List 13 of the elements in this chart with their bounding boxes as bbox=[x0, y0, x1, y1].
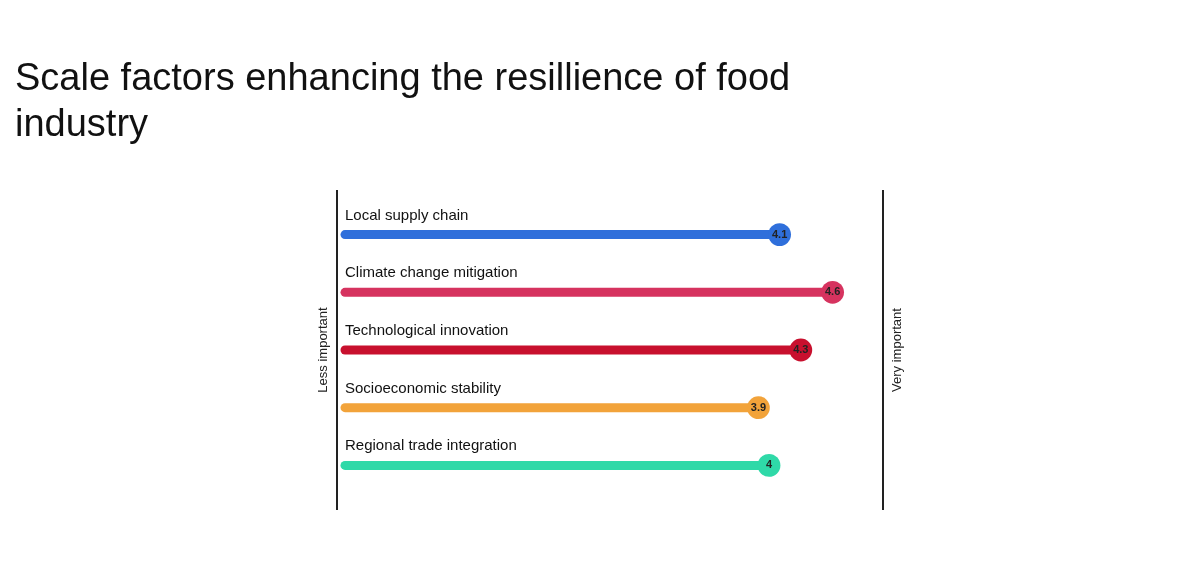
y-tick-label: Local supply chain bbox=[345, 205, 469, 223]
data-label: 4 bbox=[765, 458, 773, 471]
data-label: 3.9 bbox=[750, 400, 767, 413]
y-tick-label: Technological innovation bbox=[345, 321, 509, 338]
text: Very important bbox=[889, 307, 904, 392]
text: Scale factors enhancing the resillience of food industry bbox=[15, 56, 791, 144]
y-tick-label: Regional trade integration bbox=[345, 436, 517, 454]
data-label: 4.6 bbox=[824, 285, 841, 298]
y-tick-label: Socioeconomic stability bbox=[345, 378, 502, 396]
data-label: 4.1 bbox=[771, 227, 788, 240]
y-tick-label: Climate change mitigation bbox=[345, 263, 518, 281]
data-label: 4.3 bbox=[793, 343, 809, 355]
text: Less important bbox=[315, 306, 330, 393]
